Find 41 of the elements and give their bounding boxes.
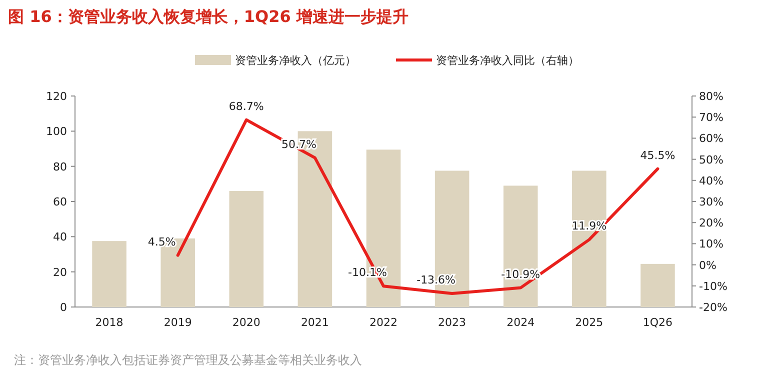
y2-tick-label: 20% <box>699 216 724 230</box>
y2-tick-label: 40% <box>699 174 724 188</box>
y2-tick-label: 80% <box>699 90 724 103</box>
y2-tick-label: -20% <box>699 301 728 314</box>
y2-tick-label: 30% <box>699 196 724 208</box>
chart-title: 图 16：资管业务收入恢复增长，1Q26 增速进一步提升 <box>8 7 408 26</box>
bar <box>92 241 126 307</box>
x-tick-label: 2021 <box>300 316 329 329</box>
x-tick-label: 1Q26 <box>642 316 673 329</box>
y2-tick-label: 50% <box>699 153 724 166</box>
y2-tick-label: 70% <box>699 111 724 124</box>
x-tick-label: 2022 <box>370 316 398 329</box>
legend-label: 资管业务净收入同比（右轴） <box>436 54 579 67</box>
y2-tick-label: -10% <box>699 280 728 293</box>
y-tick-label: 60 <box>53 196 67 208</box>
x-tick-label: 2025 <box>575 316 604 329</box>
x-tick-label: 2024 <box>506 316 535 329</box>
y-tick-label: 80 <box>53 160 67 174</box>
data-label: 4.5% <box>148 235 176 248</box>
data-label: 45.5% <box>640 148 676 162</box>
y-tick-label: 0 <box>60 301 67 314</box>
bar <box>229 190 264 307</box>
text: 注：资管业务净收入包括证券资产管理及公募基金等相关业务收入 <box>14 353 362 367</box>
y-tick-label: 100 <box>46 125 67 138</box>
y-tick-label: 20 <box>53 266 67 279</box>
bar <box>640 264 675 307</box>
y2-tick-label: 10% <box>699 238 724 251</box>
y2-tick-label: 60% <box>699 132 724 146</box>
x-tick-label: 2023 <box>438 316 466 329</box>
legend-label: 资管业务净收入（亿元） <box>235 54 356 67</box>
bar <box>503 186 538 307</box>
bar <box>572 170 606 307</box>
y-tick-label: 120 <box>46 90 67 103</box>
y2-tick-label: 0% <box>699 258 716 272</box>
data-label: -10.9% <box>501 268 540 281</box>
x-tick-label: 2018 <box>95 316 124 329</box>
x-tick-label: 2019 <box>164 316 192 329</box>
data-label: -13.6% <box>416 273 456 286</box>
data-label: 68.7% <box>228 100 264 113</box>
x-tick-label: 2020 <box>232 316 260 329</box>
y-tick-label: 40 <box>53 230 67 244</box>
